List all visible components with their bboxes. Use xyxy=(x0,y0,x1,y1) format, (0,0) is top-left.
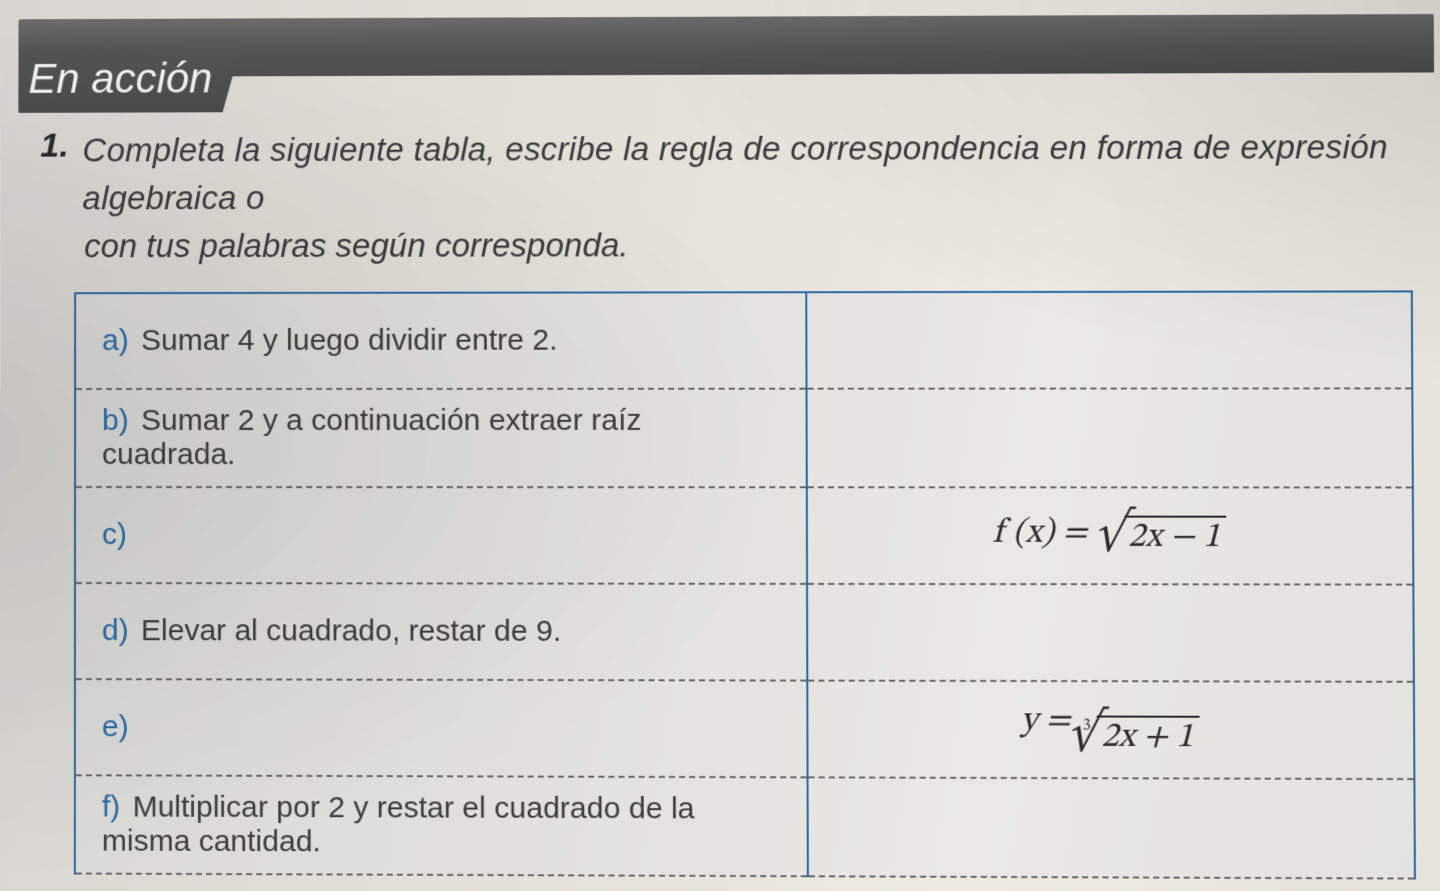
cbrt-icon: 3 √ 2x + 1 xyxy=(1079,715,1200,759)
radical-sign: √ xyxy=(1095,515,1126,550)
question-number: 1. xyxy=(40,127,68,166)
blank-f xyxy=(809,826,1414,828)
y-label: y = xyxy=(1021,704,1071,738)
formula-c: f (x) = √ 2x − 1 xyxy=(808,512,1412,559)
cell-a-right[interactable] xyxy=(806,291,1412,388)
cell-d-left: d) Elevar al cuadrado, restar de 9. xyxy=(75,583,808,681)
table-row: d) Elevar al cuadrado, restar de 9. xyxy=(75,583,1414,682)
cell-b-right[interactable] xyxy=(807,388,1413,487)
blank-a xyxy=(808,339,1411,340)
table-row: e) y = 3 √ 2x + 1 xyxy=(75,679,1415,779)
cell-c-left[interactable]: c) xyxy=(75,487,807,584)
row-letter-b: b) xyxy=(102,404,129,437)
row-text-b: Sumar 2 y a continuación extraer raíz cu… xyxy=(102,403,642,470)
row-letter-f: f) xyxy=(102,790,120,823)
cell-e-right: y = 3 √ 2x + 1 xyxy=(807,680,1414,779)
row-letter-a: a) xyxy=(102,324,129,357)
cell-e-left[interactable]: e) xyxy=(75,679,808,777)
question-text-1: Completa la siguiente tabla, escribe la … xyxy=(83,123,1413,222)
row-letter-c: c) xyxy=(102,518,127,551)
fx-label: f (x) = xyxy=(992,516,1087,550)
exercise-table: a) Sumar 4 y luego dividir entre 2. b) S… xyxy=(74,290,1416,879)
radicand-e: 2x + 1 xyxy=(1097,715,1199,759)
cell-f-right[interactable] xyxy=(808,777,1415,878)
cell-c-right: f (x) = √ 2x − 1 xyxy=(807,487,1413,584)
table-row: c) f (x) = √ 2x − 1 xyxy=(75,487,1413,585)
row-letter-d: d) xyxy=(102,614,129,647)
formula-e: y = 3 √ 2x + 1 xyxy=(809,699,1414,759)
row-text-a: Sumar 4 y luego dividir entre 2. xyxy=(141,323,557,356)
table-row: a) Sumar 4 y luego dividir entre 2. xyxy=(75,291,1412,389)
sqrt-icon: √ 2x − 1 xyxy=(1095,515,1226,558)
question-line-1: 1. Completa la siguiente tabla, escribe … xyxy=(40,123,1412,222)
section-header-strip: En acción xyxy=(18,14,1434,77)
table-row: b) Sumar 2 y a continuación extraer raíz… xyxy=(75,388,1413,487)
radical-sign: √ xyxy=(1068,715,1099,750)
blank-d xyxy=(808,632,1412,633)
cell-f-left: f) Multiplicar por 2 y restar el cuadrad… xyxy=(75,775,808,876)
cell-d-right[interactable] xyxy=(807,583,1414,681)
table-row: f) Multiplicar por 2 y restar el cuadrad… xyxy=(75,775,1415,878)
row-letter-e: e) xyxy=(102,710,129,743)
cell-a-left: a) Sumar 4 y luego dividir entre 2. xyxy=(75,292,807,389)
question-text-2: con tus palabras según corresponda. xyxy=(84,219,1413,269)
page: En acción 1. Completa la siguiente tabla… xyxy=(0,0,1440,891)
row-text-d: Elevar al cuadrado, restar de 9. xyxy=(141,614,561,648)
row-text-f: Multiplicar por 2 y restar el cuadrado d… xyxy=(102,790,695,858)
question-block: 1. Completa la siguiente tabla, escribe … xyxy=(18,72,1439,879)
radicand-c: 2x − 1 xyxy=(1124,515,1226,558)
cell-b-left: b) Sumar 2 y a continuación extraer raíz… xyxy=(75,388,807,487)
